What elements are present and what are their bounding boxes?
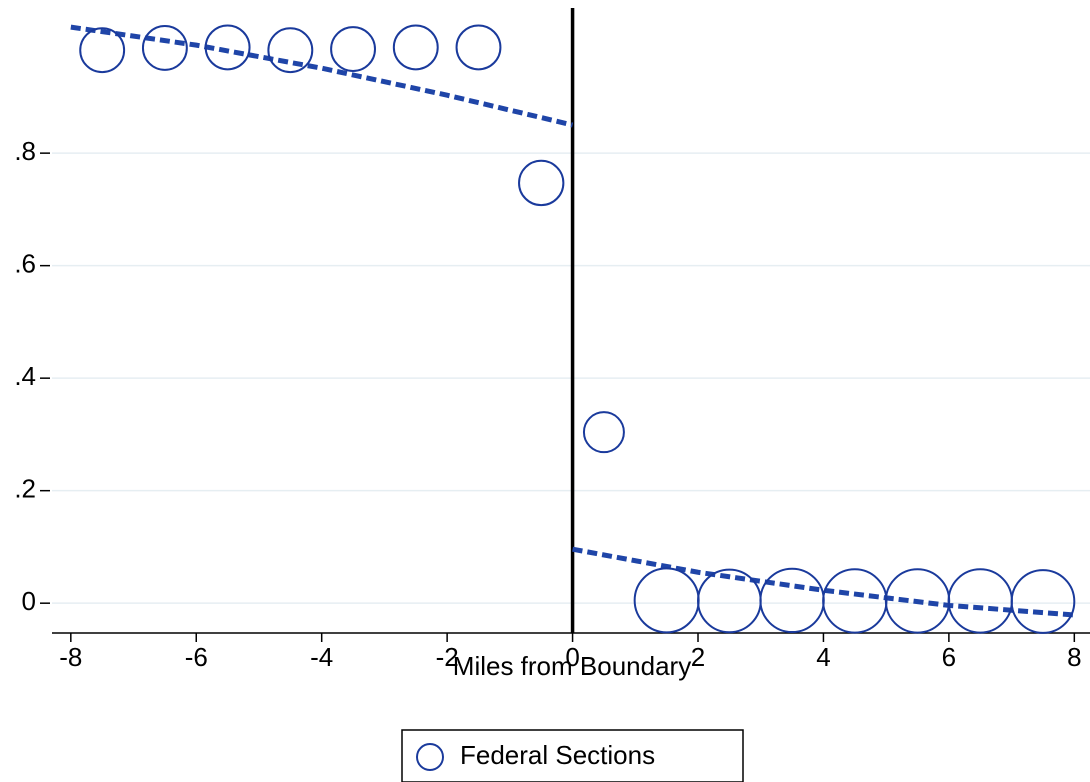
bubble	[330, 26, 376, 73]
y-tick-label: 0	[22, 586, 36, 616]
fit-line	[70, 24, 574, 128]
bubble	[1010, 569, 1076, 634]
y-tick-label: .6	[14, 249, 36, 279]
bubble	[267, 27, 314, 74]
x-tick-label: 4	[816, 642, 830, 672]
bubble	[822, 568, 888, 634]
fit-line	[572, 546, 1075, 618]
legend-label: Federal Sections	[460, 740, 655, 770]
bubble	[455, 24, 502, 71]
bubble	[633, 567, 700, 634]
bubble	[79, 27, 126, 74]
x-tick-label: 6	[942, 642, 956, 672]
bubble	[392, 24, 439, 71]
x-tick-label: 2	[691, 642, 705, 672]
bubble	[141, 25, 188, 71]
y-tick-label: .8	[14, 136, 36, 166]
x-tick-label: -4	[310, 642, 333, 672]
legend-marker	[416, 743, 444, 771]
y-tick-label: .4	[14, 361, 36, 391]
legend-box	[401, 729, 744, 782]
bubble	[947, 568, 1013, 634]
bubble	[582, 411, 625, 454]
bubble	[518, 159, 565, 207]
x-tick-label: 0	[565, 642, 579, 672]
x-tick-label: -6	[185, 642, 208, 672]
x-tick-label: -2	[436, 642, 459, 672]
x-tick-label: -8	[59, 642, 82, 672]
y-tick-label: .2	[14, 474, 36, 504]
bubble	[759, 567, 825, 634]
x-axis-label: Miles from Boundary	[453, 651, 691, 681]
bubble	[204, 24, 251, 71]
x-tick-label: 8	[1067, 642, 1081, 672]
